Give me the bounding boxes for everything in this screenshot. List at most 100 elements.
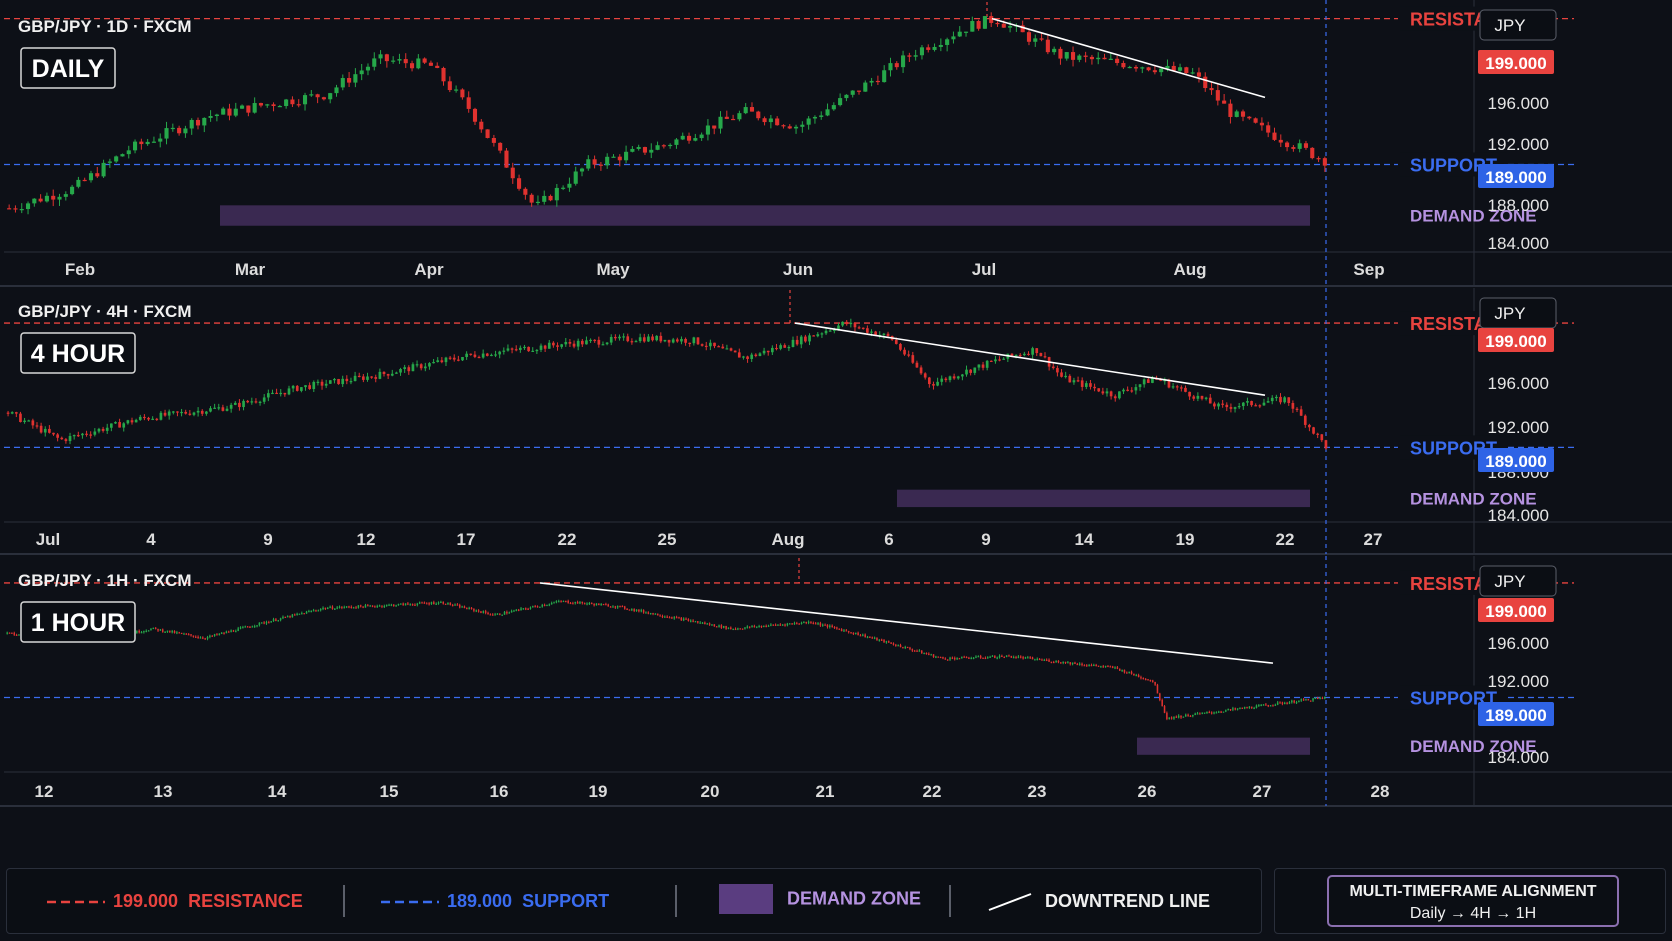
candle-body (378, 371, 382, 379)
support-price-tag-label: 189.000 (1485, 168, 1546, 187)
candle-body (517, 609, 520, 611)
candle-body (367, 605, 369, 607)
candle-body (531, 350, 535, 353)
demand-zone-swatch (719, 884, 773, 914)
candle-body (463, 606, 466, 609)
currency-button-label[interactable]: JPY (1494, 572, 1525, 591)
candle-body (487, 612, 489, 615)
candle-body (510, 611, 513, 613)
candle-body (390, 373, 394, 376)
candle-body (779, 345, 782, 349)
candle-body (734, 628, 737, 631)
candle-body (718, 116, 723, 129)
candle-body (786, 623, 789, 626)
candle-body (928, 653, 930, 655)
symbol-title: GBP/JPY · 1D · FXCM (18, 17, 192, 36)
candles-group (6, 599, 1326, 721)
x-tick-label: 19 (1176, 530, 1195, 549)
candle-body (93, 431, 97, 435)
candle-body (1078, 663, 1081, 665)
candle-body (590, 602, 593, 605)
candle-body (1171, 65, 1176, 71)
candle-body (159, 629, 162, 631)
candle-body (1248, 706, 1251, 708)
candle-body (190, 634, 192, 636)
candle-body (1175, 386, 1179, 388)
candle-body (364, 605, 367, 608)
candle-body (806, 118, 811, 125)
candle-body (19, 413, 22, 423)
candle-body (238, 402, 241, 408)
candle-body (1043, 659, 1046, 661)
candle-body (315, 610, 317, 612)
candle-body (649, 149, 654, 153)
candle-body (631, 609, 633, 611)
candle-body (621, 605, 624, 608)
candle-body (312, 610, 315, 612)
candle-body (1076, 663, 1079, 666)
candle-body (572, 603, 574, 605)
candle-body (1146, 67, 1151, 71)
candle-body (44, 195, 49, 202)
candle-body (38, 198, 43, 202)
candle-body (372, 58, 377, 67)
candle-body (720, 625, 723, 628)
candle-body (547, 342, 551, 349)
candle-body (699, 134, 704, 139)
candle-body (510, 167, 515, 179)
candle-body (659, 615, 661, 617)
candle-body (1298, 700, 1300, 703)
candle-body (8, 632, 11, 634)
candle-body (338, 606, 341, 608)
demand-zone (1137, 737, 1310, 755)
timeframe-badge-box (20, 47, 116, 89)
y-tick-label: 192.000 (1488, 672, 1549, 691)
candle-body (378, 605, 381, 607)
candle-body (1297, 143, 1302, 149)
candle-body (635, 609, 638, 612)
candle-body (485, 353, 489, 356)
currency-button-label[interactable]: JPY (1494, 16, 1525, 35)
candle-body (1068, 375, 1072, 383)
demand-zone (220, 205, 1310, 226)
candle-body (1233, 407, 1237, 409)
candle-body (1062, 661, 1064, 664)
currency-button-label[interactable]: JPY (1494, 304, 1525, 323)
candle-body (693, 138, 698, 141)
candle-body (279, 392, 283, 395)
timeframe-badge-box (20, 332, 136, 374)
candle-body (609, 606, 612, 608)
candle-body (717, 346, 720, 348)
candle-body (378, 54, 383, 59)
candle-body (583, 603, 586, 605)
candle-body (890, 642, 892, 644)
candle-body (133, 141, 138, 151)
candle-body (1196, 713, 1199, 715)
candle-body (461, 606, 463, 608)
candle-body (1203, 712, 1206, 714)
candle-body (870, 331, 873, 333)
support-label: SUPPORT (1410, 689, 1497, 709)
candle-body (1048, 659, 1050, 662)
x-tick-label: 13 (154, 782, 173, 801)
candle-body (638, 337, 642, 342)
symbol-title: GBP/JPY · 4H · FXCM (18, 302, 192, 321)
candle-body (60, 437, 64, 440)
candle-body (982, 657, 984, 659)
candle-body (400, 603, 402, 605)
support-price-tag-label: 189.000 (1485, 452, 1546, 471)
candle-body (705, 125, 710, 135)
candle-body (882, 333, 886, 335)
candle-body (1095, 664, 1097, 667)
candle-body (252, 103, 257, 113)
candle-body (560, 601, 562, 603)
candle-body (18, 634, 20, 636)
candle-body (926, 47, 931, 50)
candle-body (496, 613, 499, 615)
candle-body (647, 612, 650, 614)
candle-body (684, 338, 687, 343)
candle-body (456, 604, 459, 606)
candle-body (704, 622, 706, 625)
candle-body (197, 636, 199, 639)
candle-body (915, 362, 919, 368)
